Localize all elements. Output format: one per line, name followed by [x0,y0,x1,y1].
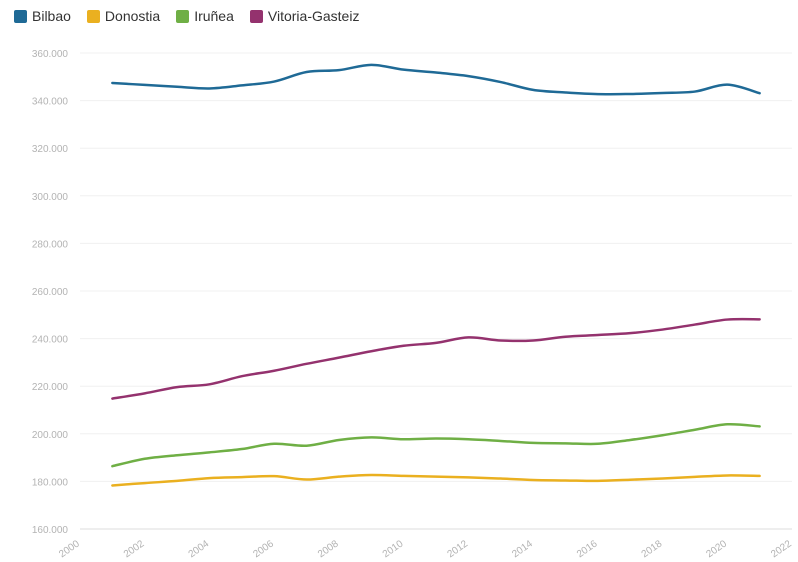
legend-item-irunea[interactable]: Iruñea [176,8,234,24]
y-tick-label: 220.000 [32,382,69,393]
legend-swatch [14,9,27,23]
x-tick-label: 2006 [251,538,276,560]
y-tick-label: 340.000 [32,97,69,108]
y-tick-label: 200.000 [32,430,69,441]
series-line-irunea[interactable] [111,422,761,468]
legend-swatch [86,9,100,23]
legend-label: Bilbao [32,8,71,24]
series-line-donostia[interactable] [111,473,761,487]
x-tick-label: 2002 [122,538,147,560]
x-tick-label: 2012 [446,538,471,560]
x-tick-label: 2014 [510,538,535,560]
x-tick-label: 2018 [640,538,665,560]
y-tick-label: 160.000 [32,525,69,536]
x-tick-label: 2022 [769,538,794,560]
grid-lines [80,52,792,530]
y-axis-ticks: 160.000 180.000 200.000 220.000 240.000 260.0… [32,49,69,536]
y-tick-label: 240.000 [32,335,69,346]
series-line-vitoria-gasteiz[interactable] [111,317,761,400]
y-tick-label: 180.000 [32,477,69,488]
x-tick-label: 2016 [575,538,600,560]
legend-swatch [249,9,263,23]
x-tick-label: 2008 [316,538,341,560]
legend-label: Donostia [104,8,161,24]
series-lines [111,63,761,487]
legend-label: Iruñea [194,8,234,24]
x-tick-label: 2000 [57,538,82,560]
x-tick-label: 2020 [704,538,729,560]
chart-legend: Bilbao Donostia Iruñea Vitoria-Gasteiz [14,8,359,24]
y-tick-label: 320.000 [32,144,69,155]
legend-item-vitoria-gasteiz[interactable]: Vitoria-Gasteiz [249,8,360,24]
x-tick-label: 2004 [187,538,212,560]
y-tick-label: 280.000 [32,239,69,250]
series-line-bilbao[interactable] [111,63,761,96]
y-tick-label: 300.000 [32,192,69,203]
x-tick-label: 2010 [381,538,406,560]
legend-item-donostia[interactable]: Donostia [86,8,161,24]
legend-swatch [176,9,190,23]
y-tick-label: 360.000 [32,49,69,60]
y-tick-label: 260.000 [32,287,69,298]
legend-label: Vitoria-Gasteiz [267,8,360,24]
legend-item-bilbao[interactable]: Bilbao [14,8,71,24]
x-axis-ticks: 2000 2002 2004 2006 2008 2010 2012 2014 2016 2018… [57,538,794,560]
